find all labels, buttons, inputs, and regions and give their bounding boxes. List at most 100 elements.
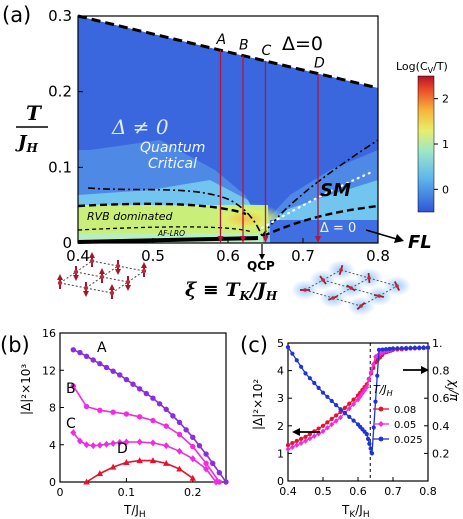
- b-series-label-D: D: [117, 441, 128, 457]
- c-point-0.025: [383, 347, 389, 352]
- b-point-C: [110, 439, 117, 447]
- c-point-0.025: [338, 407, 343, 412]
- c-point-0.025: [351, 418, 356, 423]
- b-x-tick-label: 0.2: [184, 486, 202, 499]
- b-point-A: [176, 419, 183, 426]
- lattice-bond: [378, 285, 398, 297]
- b-point-C: [123, 438, 130, 446]
- c-point-0.05: [298, 440, 304, 446]
- c-point-0.05: [294, 442, 300, 448]
- c-y-tick-label: 4: [277, 365, 284, 378]
- lattice-bond: [350, 277, 370, 289]
- colorbar-tick-label: 2: [442, 93, 449, 106]
- b-point-C: [136, 438, 143, 446]
- c-point-0.05: [316, 430, 322, 437]
- b-point-C: [149, 439, 156, 447]
- c-point-0.05: [346, 405, 352, 412]
- panel-label-c: (c): [240, 333, 268, 357]
- c-point-0.05: [355, 396, 361, 403]
- kondo-site: [359, 304, 363, 308]
- lattice-bond: [322, 269, 342, 281]
- c-x-tick-label: 0.7: [384, 485, 402, 498]
- c-point-0.025: [373, 399, 378, 404]
- upper-boundary-dashed: [77, 14, 379, 90]
- c-x-tick-label: 0.8: [419, 485, 437, 498]
- c-point-0.025: [316, 385, 321, 390]
- b-point-A: [136, 386, 143, 392]
- b-point-C: [70, 429, 77, 437]
- b-series: A B C D: [66, 340, 229, 486]
- qc-boundary-dashdot: [261, 139, 379, 237]
- b-series-line-A: [72, 349, 227, 483]
- b-point-A: [170, 413, 176, 419]
- a-ylabel-denominator: JH: [15, 132, 39, 155]
- b-point-C: [176, 447, 183, 455]
- c-point-0.025: [376, 347, 382, 352]
- c-x-tick-label: 0.6: [349, 485, 367, 498]
- c-point-0.025: [347, 414, 352, 419]
- b-point-D: [96, 470, 104, 477]
- b-point-A: [163, 406, 169, 413]
- a-x-axis-label: ξ ≡ TK/JH: [185, 279, 278, 303]
- spin-site: [99, 274, 105, 280]
- lattice-bond: [85, 276, 103, 289]
- label-delta-nonzero: Δ ≠ 0: [111, 115, 169, 139]
- c-point-0.05: [377, 351, 383, 357]
- sm-boundary-dashed: [262, 204, 379, 238]
- c-y-tick-label: 5: [277, 337, 284, 350]
- c-point-0.08: [334, 413, 339, 418]
- b-point-B: [110, 409, 116, 415]
- c-point-0.08: [329, 416, 334, 421]
- b-series-label-A: A: [97, 340, 107, 356]
- spin-site: [89, 258, 95, 264]
- label-delta-zero: Δ=0: [282, 33, 323, 55]
- c-point-0.025: [320, 390, 326, 395]
- cut-label-B: B: [239, 38, 249, 54]
- b-point-D: [123, 458, 130, 465]
- a-x-tick-label: 0.6: [216, 247, 240, 265]
- b-y-tick-label: 16: [42, 327, 56, 340]
- c-point-0.025: [395, 346, 400, 351]
- b-point-C: [90, 442, 97, 450]
- a-y-tick-label: 0.3: [48, 7, 72, 25]
- b-y-tick-label: 0: [49, 476, 56, 489]
- spin-site: [57, 280, 63, 286]
- fl-region: [270, 220, 378, 243]
- b-point-A: [130, 381, 136, 387]
- b-y-tick-label: 8: [49, 402, 56, 415]
- lattice-bond: [111, 281, 129, 294]
- c-point-0.05: [379, 349, 385, 356]
- b-point-A: [216, 469, 223, 476]
- colorbar-ticks: 2 1 0: [434, 93, 449, 196]
- spin-site: [115, 263, 121, 269]
- spin-arrow-head: [99, 268, 105, 274]
- qcp-arrow-head: [259, 254, 265, 260]
- a-y-tick-label: 0.1: [48, 158, 72, 176]
- c-point-0.025: [399, 346, 404, 351]
- c-point-0.025: [417, 345, 422, 350]
- c-legend-marker-0.025: [378, 436, 384, 442]
- spin-arrow-head: [125, 285, 131, 291]
- spin-arrow-head: [73, 275, 79, 281]
- c-point-0.025: [334, 403, 339, 408]
- spin-arrow-head: [89, 252, 95, 258]
- c-point-0.025: [312, 380, 317, 386]
- lattice-bond: [127, 270, 145, 283]
- colorbar-tick-label: 1: [442, 138, 449, 151]
- c-point-0.025: [380, 347, 385, 352]
- b-point-C: [163, 442, 170, 450]
- c-point-0.05: [289, 444, 295, 450]
- c-point-0.025: [371, 425, 376, 430]
- c-point-0.05: [364, 384, 370, 390]
- b-point-D: [176, 465, 183, 472]
- kondo-lattice-icon: [291, 260, 411, 316]
- c-point-0.08: [351, 397, 356, 402]
- c-legend: T/JH 0.08 0.05 0.025: [373, 383, 423, 446]
- cut-arrow-A: [217, 236, 224, 243]
- c-point-0.08: [290, 440, 295, 446]
- lattice-bond: [360, 295, 380, 307]
- c-point-0.05: [368, 369, 374, 375]
- c-point-0.05: [311, 433, 317, 439]
- spin-site: [73, 269, 79, 275]
- pg-curve-dots: [260, 170, 374, 230]
